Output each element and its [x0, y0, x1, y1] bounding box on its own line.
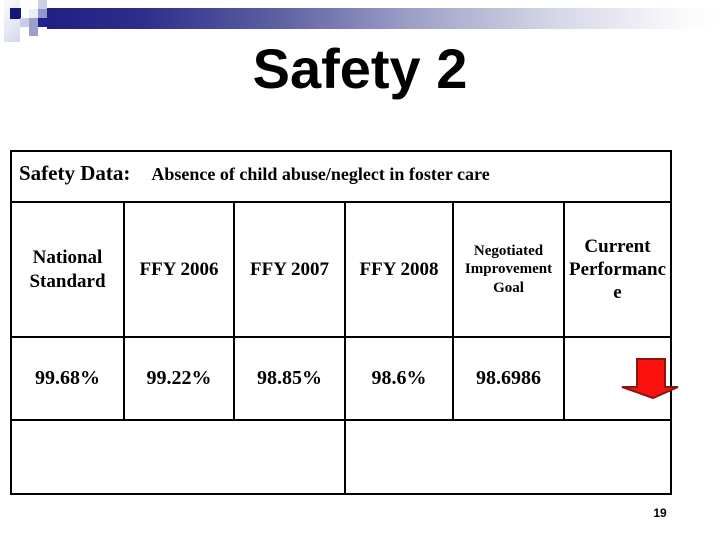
header-cell-ffy-2008: FFY 2008 [344, 203, 452, 336]
trend-down-arrow-icon [621, 358, 679, 400]
value-cell-ffy-2008: 98.6% [344, 338, 452, 419]
table-caption-row: Safety Data: Absence of child abuse/negl… [12, 152, 670, 203]
empty-cell-left [12, 421, 344, 493]
table-empty-row [12, 421, 670, 493]
deco-square [38, 0, 47, 9]
deco-square [29, 9, 38, 18]
value-cell-national-standard: 99.68% [35, 367, 100, 390]
safety-data-table: Safety Data: Absence of child abuse/negl… [10, 150, 672, 495]
value-cell-ffy-2006: 99.22% [123, 338, 233, 419]
page-number: 19 [653, 506, 667, 520]
header-cell-ffy-2007: FFY 2007 [233, 203, 344, 336]
slide-title: Safety 2 [252, 37, 468, 100]
header-decoration [0, 0, 720, 50]
deco-vertical-bar [4, 0, 20, 42]
header-cell-current-performance: Current Performance [563, 203, 670, 336]
deco-square [29, 18, 38, 27]
deco-gradient-bar [47, 8, 720, 29]
value-cell-current-performance [563, 338, 670, 419]
table-caption-detail: Absence of child abuse/neglect in foster… [151, 164, 490, 184]
header-cell-negotiated-improvement-goal: Negotiated Improvement Goal [452, 203, 563, 336]
empty-cell-right [344, 421, 670, 493]
deco-square [38, 18, 47, 27]
table-header-row: National Standard FFY 2006 FFY 2007 FFY … [12, 203, 670, 338]
header-cell-current-performance-label: Current Performance [568, 235, 667, 304]
deco-square [10, 8, 21, 19]
deco-square [38, 9, 47, 18]
deco-square [20, 18, 29, 27]
table-caption-heading: Safety Data: [19, 161, 131, 185]
table-data-row: 99.68% 99.22% 98.85% 98.6% 98.6986 [12, 338, 670, 421]
value-cell-ffy-2007: 98.85% [233, 338, 344, 419]
header-cell-national-standard: National Standard [29, 247, 106, 292]
value-cell-negotiated-improvement-goal: 98.6986 [452, 338, 563, 419]
header-cell-ffy-2006: FFY 2006 [123, 203, 233, 336]
deco-square [29, 27, 38, 36]
